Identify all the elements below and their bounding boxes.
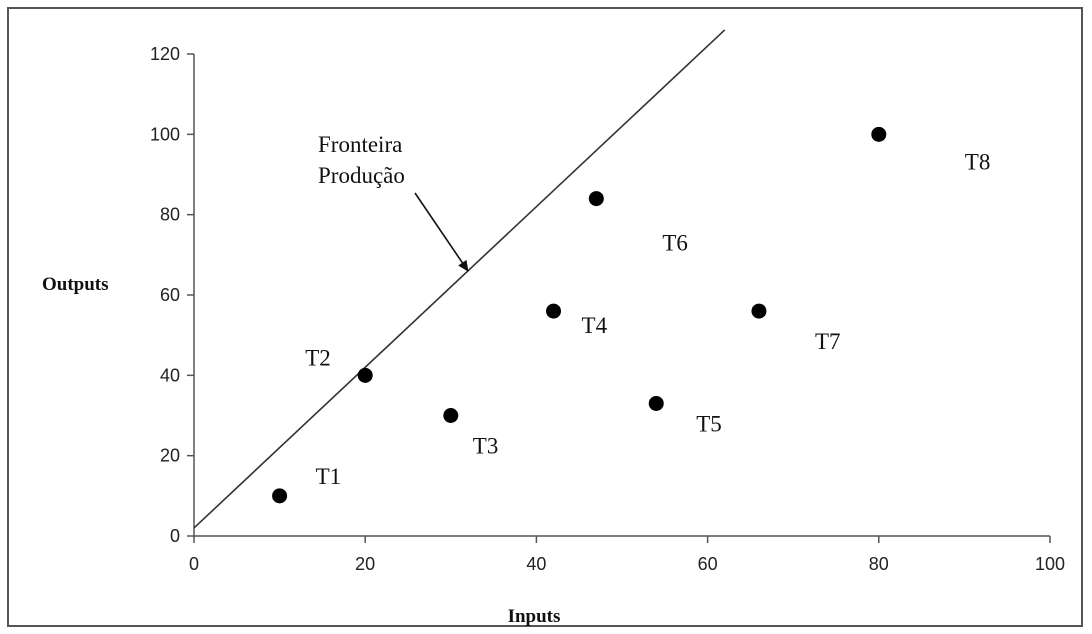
data-point-t3 <box>443 408 459 423</box>
data-point-t2 <box>357 367 373 383</box>
y-tick-label: 100 <box>150 124 180 144</box>
y-axis-label: Outputs <box>42 274 109 295</box>
point-label-t7: T7 <box>815 329 841 354</box>
y-tick-label: 120 <box>150 44 180 64</box>
x-tick-label: 40 <box>526 554 546 574</box>
data-point-t4 <box>546 303 562 319</box>
frontier-annotation-line1: Fronteira <box>318 132 402 157</box>
frontier-annotation-arrow <box>414 192 469 272</box>
x-tick-label: 60 <box>698 554 718 574</box>
x-tick-label: 100 <box>1035 554 1065 574</box>
data-point-t8 <box>871 126 887 142</box>
y-tick-label: 0 <box>170 526 180 546</box>
data-point-t1 <box>272 488 288 504</box>
point-label-t3: T3 <box>473 434 499 459</box>
x-axis-label: Inputs <box>508 606 561 627</box>
x-ticks: 0 20 40 60 80 100 <box>189 536 1065 574</box>
data-point-t7 <box>751 303 767 319</box>
x-tick-label: 80 <box>869 554 889 574</box>
data-points: T1 T2 T3 T4 T5 T6 T7 T8 <box>272 126 991 504</box>
y-ticks: 0 20 40 60 80 100 120 <box>150 44 194 546</box>
chart-frame <box>7 7 1083 627</box>
point-label-t1: T1 <box>316 464 342 489</box>
production-frontier-line <box>193 29 726 529</box>
x-tick-label: 0 <box>189 554 199 574</box>
y-tick-label: 80 <box>160 205 180 225</box>
frontier-annotation-line2: Produção <box>318 163 405 188</box>
x-tick-label: 20 <box>355 554 375 574</box>
y-tick-label: 40 <box>160 365 180 385</box>
y-tick-label: 60 <box>160 285 180 305</box>
point-label-t6: T6 <box>662 231 688 256</box>
point-label-t2: T2 <box>305 345 331 370</box>
point-label-t4: T4 <box>582 313 608 338</box>
data-point-t6 <box>588 191 604 207</box>
point-label-t5: T5 <box>696 411 722 436</box>
point-label-t8: T8 <box>965 149 991 174</box>
y-tick-label: 20 <box>160 446 180 466</box>
data-point-t5 <box>648 395 664 411</box>
